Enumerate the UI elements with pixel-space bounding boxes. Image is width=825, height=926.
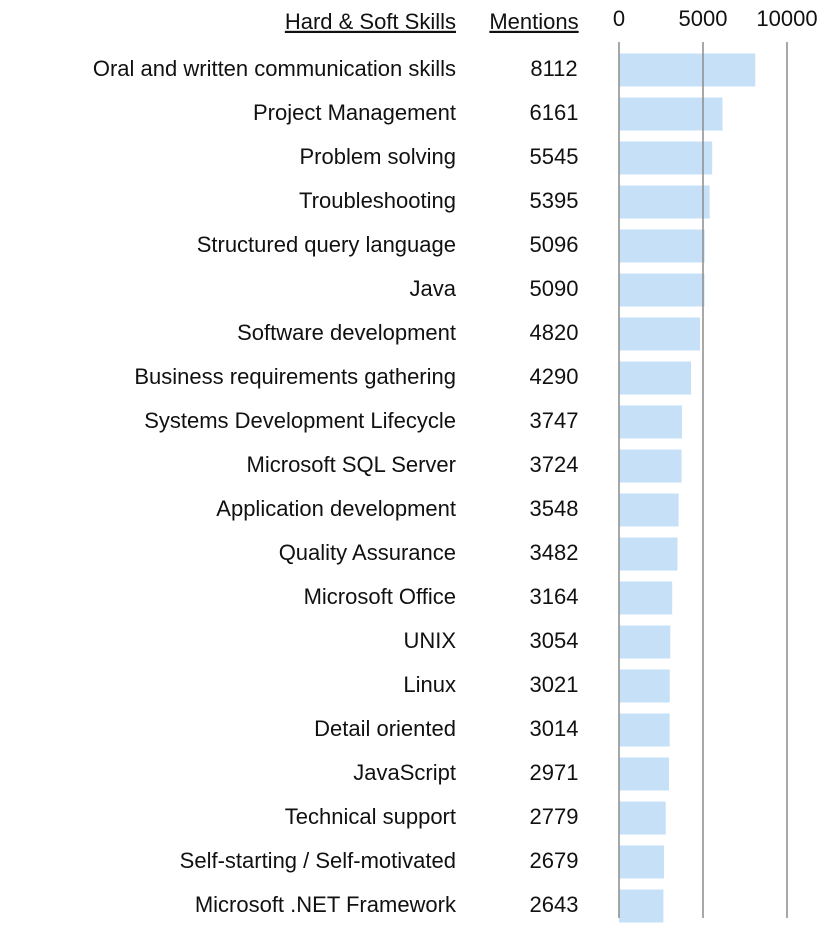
value-label: 5096 <box>530 232 579 257</box>
x-tick-label: 0 <box>613 6 625 31</box>
value-label: 3164 <box>530 584 579 609</box>
category-label: Self-starting / Self-motivated <box>180 848 456 873</box>
category-label: Technical support <box>285 804 456 829</box>
value-label: 6161 <box>530 100 579 125</box>
x-tick-label: 10000 <box>756 6 817 31</box>
bar <box>619 361 692 395</box>
value-label: 3021 <box>530 672 579 697</box>
category-label: Oral and written communication skills <box>93 56 456 81</box>
x-tick-label: 5000 <box>679 6 728 31</box>
category-label: Linux <box>403 672 456 697</box>
category-label: Structured query language <box>197 232 456 257</box>
value-label: 3054 <box>530 628 579 653</box>
label-header: Hard & Soft Skills <box>285 9 456 34</box>
category-label: Microsoft SQL Server <box>247 452 456 477</box>
value-label: 5545 <box>530 144 579 169</box>
value-label: 3724 <box>530 452 579 477</box>
category-label: Application development <box>216 496 456 521</box>
category-label: Project Management <box>253 100 456 125</box>
category-label: Microsoft Office <box>304 584 456 609</box>
value-label: 3747 <box>530 408 579 433</box>
category-label: Systems Development Lifecycle <box>144 408 456 433</box>
bar <box>619 493 679 527</box>
bar <box>619 845 665 879</box>
value-header: Mentions <box>489 9 578 34</box>
bar <box>619 53 756 87</box>
value-label: 2643 <box>530 892 579 917</box>
value-label: 3014 <box>530 716 579 741</box>
bar <box>619 537 678 571</box>
value-label: 8112 <box>530 56 577 81</box>
bar <box>619 229 705 263</box>
bar <box>619 669 670 703</box>
category-label: Problem solving <box>299 144 456 169</box>
category-label: Detail oriented <box>314 716 456 741</box>
category-label: Quality Assurance <box>279 540 456 565</box>
category-label: Microsoft .NET Framework <box>195 892 457 917</box>
bar <box>619 97 723 131</box>
category-label: Java <box>410 276 457 301</box>
bar <box>619 625 671 659</box>
value-label: 3482 <box>530 540 579 565</box>
category-label: UNIX <box>403 628 456 653</box>
bar <box>619 273 705 307</box>
category-label: JavaScript <box>353 760 456 785</box>
value-label: 4820 <box>530 320 579 345</box>
bar <box>619 713 670 747</box>
value-label: 2679 <box>530 848 579 873</box>
category-label: Business requirements gathering <box>134 364 456 389</box>
value-label: 2779 <box>530 804 579 829</box>
category-label: Troubleshooting <box>299 188 456 213</box>
value-label: 5395 <box>530 188 579 213</box>
bar <box>619 405 682 439</box>
bar <box>619 889 664 923</box>
value-label: 5090 <box>530 276 579 301</box>
bar <box>619 801 666 835</box>
bar <box>619 317 700 351</box>
value-label: 4290 <box>530 364 579 389</box>
bar <box>619 449 682 483</box>
bar <box>619 185 710 219</box>
bar <box>619 581 673 615</box>
bar <box>619 757 669 791</box>
category-label: Software development <box>237 320 456 345</box>
value-label: 3548 <box>530 496 579 521</box>
bar <box>619 141 713 175</box>
value-label: 2971 <box>530 760 579 785</box>
